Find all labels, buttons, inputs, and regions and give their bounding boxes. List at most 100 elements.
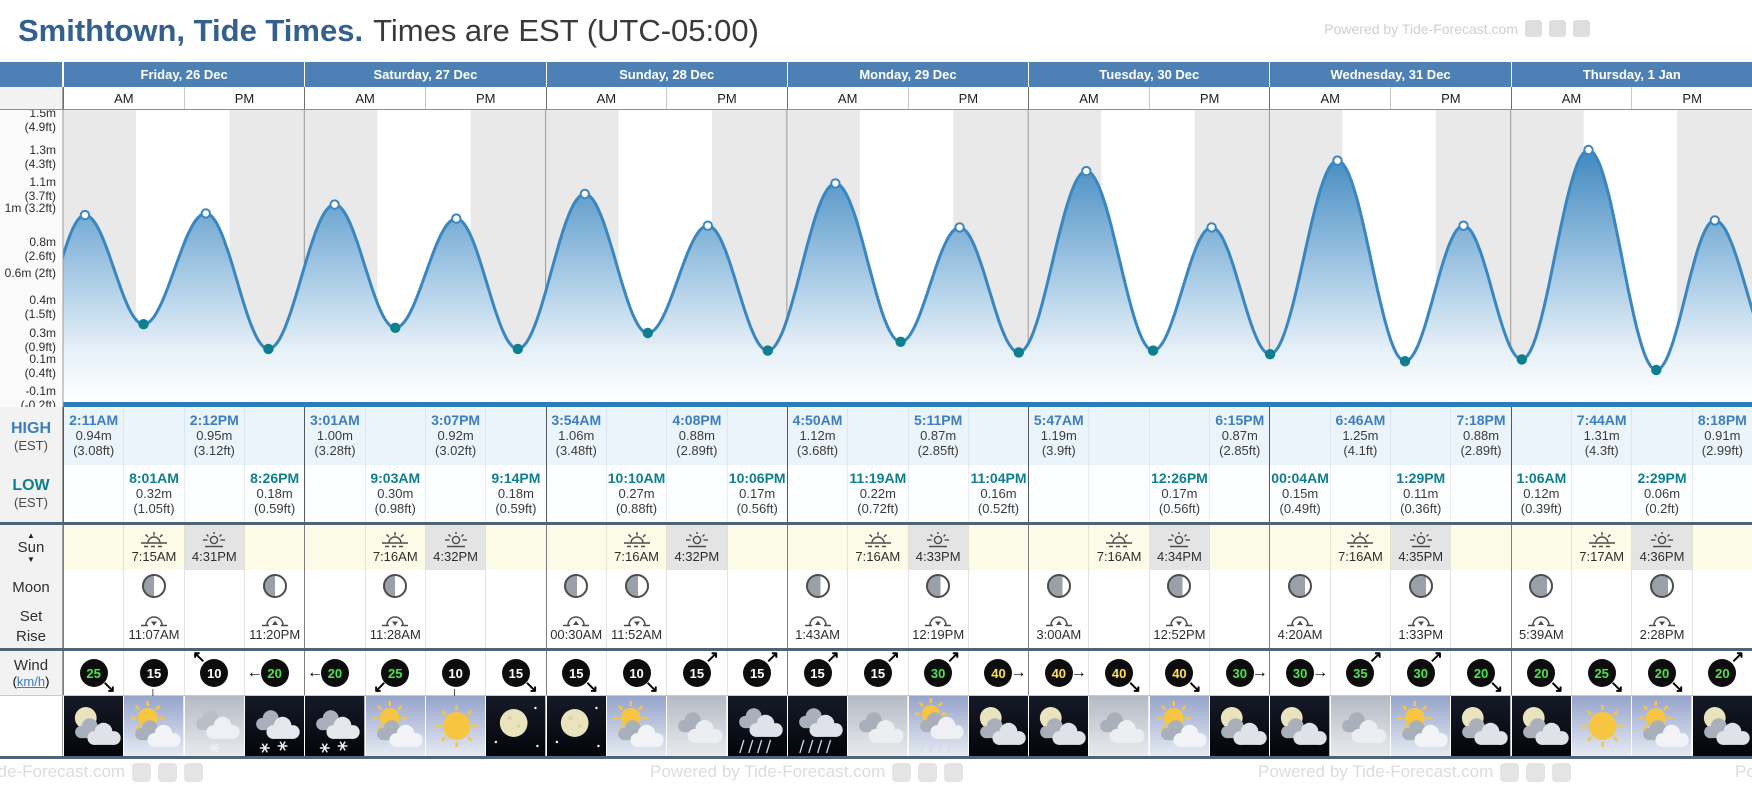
tide-height-m: 0.95m [196, 428, 233, 443]
sun-cell [485, 525, 546, 570]
moon-cell [1269, 570, 1330, 605]
moon-rise-icon [1528, 615, 1555, 626]
ampm-header-row: AM PM AM PM AM PM AM PM AM PM AM PM AM PM [0, 87, 1752, 110]
tide-cell [967, 407, 1029, 465]
sunset-icon [203, 532, 226, 548]
tide-height-ft: (0.36ft) [1400, 501, 1442, 516]
wind-speed-badge: 25 ↙ [373, 659, 410, 696]
powered-by-header: Powered by Tide-Forecast.com [1324, 20, 1590, 37]
wind-row-label: Wind (km/h) [0, 651, 63, 695]
app-store-icon[interactable] [1525, 20, 1542, 37]
moon-cell [1209, 570, 1270, 605]
wind-speed-badge: 30 → [1286, 659, 1328, 687]
weather-icon-night-snow [244, 696, 305, 756]
sunrise-entry: 7:16AM [1089, 525, 1148, 570]
weather-cell [786, 696, 848, 756]
tide-cell [1631, 407, 1692, 465]
moon-cell [605, 570, 667, 605]
weather-icon-cloudy [1330, 696, 1391, 756]
sunrise-icon [382, 532, 409, 548]
ampm-pm-1: PM [424, 87, 546, 109]
moon-setrise-cell [1088, 605, 1149, 648]
tide-time: 10:10AM [607, 470, 666, 486]
tide-time: 2:11AM [69, 412, 119, 428]
moon-setrise-cell [1450, 605, 1511, 648]
low-tide-entry: 12:26PM 0.17m (0.56ft) [1150, 465, 1209, 517]
tide-cell [666, 465, 727, 522]
wind-speed-badge: 15 ↗ [682, 650, 719, 687]
weather-icon-day-cloudy [1149, 696, 1210, 756]
tide-time: 6:15PM [1215, 412, 1265, 428]
wind-cell: 30 ↗ [1390, 650, 1451, 695]
moon-cell [424, 570, 486, 605]
wind-direction-arrow: ↗ [1730, 649, 1745, 666]
weather-icon-cloudy [848, 696, 908, 756]
sunset-icon [1651, 532, 1673, 548]
tide-height-ft: (0.59ft) [254, 501, 296, 516]
sun-cell: 7:15AM [123, 525, 184, 570]
footer-app-icon [1526, 762, 1546, 782]
moon-phase-icon [262, 574, 287, 598]
play-store-icon[interactable] [1549, 20, 1566, 37]
wind-cell: 20 ↘ [1631, 651, 1692, 696]
tide-cell [1390, 407, 1451, 465]
wind-direction-arrow: ↗ [1369, 649, 1383, 666]
moon-set-icon [1407, 615, 1434, 626]
wind-speed-badge: 15 ↘ [501, 659, 538, 696]
wind-speed-badge: 40 ↘ [1105, 659, 1141, 696]
moon-rise-entry: 5:39AM [1512, 605, 1571, 648]
wind-speed-badge: 20 ↘ [1467, 659, 1503, 696]
wind-speed-badge: 40 → [984, 659, 1026, 687]
sunset-time: 4:32PM [674, 549, 720, 564]
day-header-0: Friday, 26 Dec [63, 62, 305, 87]
wind-unit-link[interactable]: km/h [16, 674, 46, 689]
weather-cell [967, 696, 1029, 756]
tide-cell: 6:46AM 1.25m (4.1ft) [1329, 407, 1391, 465]
wind-cell: 15 ↗ [786, 650, 848, 695]
tide-cell: 11:04PM 0.16m (0.52ft) [967, 465, 1029, 522]
high-tide-entry: 5:47AM 1.19m (3.9ft) [1029, 407, 1088, 459]
tide-height-ft: (1.05ft) [133, 501, 175, 516]
wind-direction-arrow: ↘ [1670, 679, 1684, 696]
moon-rise-time: 1:43AM [795, 626, 840, 642]
tide-height-m: 0.17m [1161, 486, 1198, 501]
tide-time: 9:14PM [491, 470, 541, 486]
moon-setrise-cell [967, 605, 1029, 648]
sunset-sort-icon[interactable]: ▼ [27, 555, 35, 564]
tide-cell [485, 407, 546, 465]
app-badge-icon[interactable] [1573, 20, 1590, 37]
tide-time: 10:06PM [728, 470, 786, 486]
tide-cell: 10:10AM 0.27m (0.88ft) [605, 465, 667, 522]
tide-height-m: 0.22m [859, 486, 896, 501]
tide-height-ft: (3.02ft) [434, 443, 477, 458]
moon-cell [1691, 570, 1752, 605]
moon-set-time: 11:52AM [611, 626, 663, 642]
sunrise-sort-icon[interactable]: ▲ [27, 531, 35, 540]
sun-cell [304, 525, 365, 570]
high-tide-entry: 7:44AM 1.31m (4.3ft) [1572, 407, 1631, 459]
moon-phase-icon [1529, 574, 1554, 598]
sun-cell [1510, 525, 1572, 570]
moon-setrise-cell: 11:28AM [364, 605, 425, 648]
moon-phase-icon [1046, 574, 1071, 598]
tide-time: 5:47AM [1033, 412, 1084, 428]
moon-cell [786, 570, 848, 605]
sunrise-icon [140, 532, 167, 548]
low-tide-entry: 9:03AM 0.30m (0.98ft) [366, 465, 425, 517]
ampm-pm-4: PM [1148, 87, 1270, 109]
high-tide-row: HIGH (EST) 2:11AM 0.94m (3.08ft) 2:12PM 0… [0, 407, 1752, 465]
sunrise-time: 7:15AM [131, 549, 177, 564]
moon-phase-icon [141, 574, 166, 598]
weather-cell [123, 696, 184, 756]
tide-cell: 10:06PM 0.17m (0.56ft) [726, 465, 787, 522]
tide-height-m: 1.00m [316, 428, 353, 443]
moon-rise-entry: 1:43AM [788, 605, 847, 648]
ampm-pm-3: PM [907, 87, 1029, 109]
tide-cell: 8:01AM 0.32m (1.05ft) [123, 465, 184, 522]
ampm-am-1: AM [304, 87, 425, 109]
moon-rise-entry: 3:00AM [1029, 605, 1088, 648]
day-header-4: Tuesday, 30 Dec [1028, 62, 1270, 87]
moon-setrise-row: Set Rise 11:07AM 11:20PM 11:28AM 00:30AM … [0, 605, 1752, 648]
powered-by-text: Powered by Tide-Forecast.com [1324, 20, 1518, 37]
moon-setrise-cell: 00:30AM [545, 605, 606, 648]
